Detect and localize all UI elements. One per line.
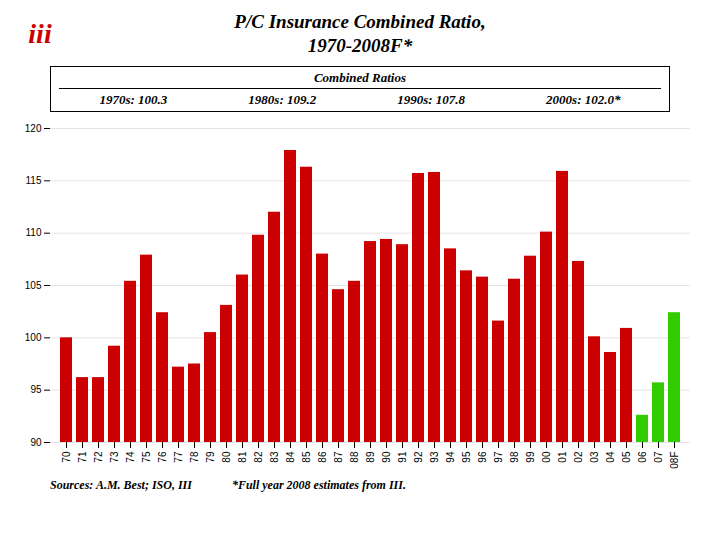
svg-text:08F: 08F: [669, 452, 680, 469]
svg-text:92: 92: [413, 451, 424, 463]
html-text:1970s: 100.3: 1970s: 100.3: [99, 92, 168, 107]
html-text:1990s: 107.8: 1990s: 107.8: [397, 92, 466, 107]
svg-text:84: 84: [285, 451, 296, 463]
svg-text:87: 87: [333, 451, 344, 463]
svg-text:93: 93: [429, 451, 440, 463]
html-text:Sources: A.M. Best; ISO, III: Sources: A.M. Best; ISO, III: [50, 478, 192, 492]
svg-text:79: 79: [205, 451, 216, 463]
svg-text:110: 110: [26, 227, 42, 238]
svg-text:02: 02: [573, 451, 584, 463]
svg-text:100: 100: [25, 332, 42, 343]
html-text:iii: iii: [28, 18, 52, 49]
svg-text:06: 06: [637, 451, 648, 463]
svg-text:78: 78: [189, 451, 200, 463]
svg-text:90: 90: [381, 451, 392, 463]
svg-text:72: 72: [93, 451, 104, 463]
svg-text:74: 74: [125, 451, 136, 463]
svg-text:95: 95: [30, 384, 42, 395]
svg-text:120: 120: [25, 123, 42, 134]
svg-text:04: 04: [605, 451, 616, 463]
svg-text:77: 77: [173, 451, 184, 463]
svg-text:07: 07: [653, 451, 664, 463]
svg-text:80: 80: [221, 451, 232, 463]
svg-text:95: 95: [461, 451, 472, 463]
svg-text:82: 82: [253, 451, 264, 463]
html-text:*Full year 2008 estimates from: *Full year 2008 estimates from III.: [231, 478, 406, 492]
html-text:P/C Insurance Combined Ratio,: P/C Insurance Combined Ratio,: [234, 11, 486, 32]
html-text:1980s: 109.2: 1980s: 109.2: [248, 92, 317, 107]
svg-text:115: 115: [26, 175, 42, 186]
svg-text:94: 94: [445, 451, 456, 463]
svg-text:88: 88: [349, 451, 360, 463]
svg-text:99: 99: [525, 451, 536, 463]
svg-text:98: 98: [509, 451, 520, 463]
svg-text:76: 76: [157, 451, 168, 463]
svg-text:83: 83: [269, 451, 280, 463]
html-text:2000s: 102.0*: 2000s: 102.0*: [546, 92, 621, 107]
svg-text:90: 90: [30, 437, 42, 448]
svg-text:97: 97: [493, 451, 504, 463]
html-text:1970-2008F*: 1970-2008F*: [307, 35, 413, 56]
html-text:Combined Ratios: Combined Ratios: [313, 70, 406, 85]
svg-text:05: 05: [621, 451, 632, 463]
svg-text:70: 70: [61, 451, 72, 463]
svg-text:01: 01: [557, 451, 568, 463]
svg-text:89: 89: [365, 451, 376, 463]
svg-text:73: 73: [109, 451, 120, 463]
svg-text:71: 71: [77, 451, 88, 463]
svg-text:75: 75: [141, 451, 152, 463]
svg-text:00: 00: [541, 451, 552, 463]
svg-text:91: 91: [397, 451, 408, 463]
svg-text:96: 96: [477, 451, 488, 463]
svg-text:03: 03: [589, 451, 600, 463]
svg-text:105: 105: [25, 280, 42, 291]
svg-text:81: 81: [237, 451, 248, 463]
svg-text:85: 85: [301, 451, 312, 463]
svg-text:86: 86: [317, 451, 328, 463]
